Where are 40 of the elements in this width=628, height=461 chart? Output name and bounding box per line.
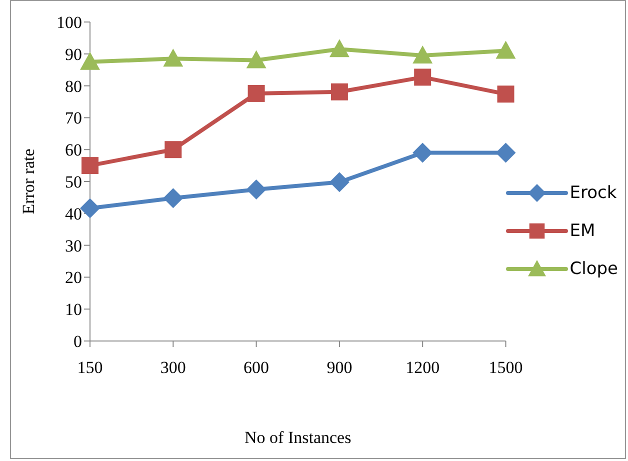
point: [163, 48, 184, 67]
point: [414, 68, 432, 86]
point: [163, 188, 184, 208]
y-tick-label: 100: [56, 13, 82, 32]
y-tick-label: 30: [65, 236, 82, 256]
y-tick-label: 40: [65, 204, 82, 224]
point: [80, 198, 100, 218]
point: [330, 83, 348, 100]
point: [164, 141, 182, 158]
x-axis-title: No of Instances: [244, 428, 352, 447]
point: [248, 84, 265, 102]
x-tick-label: 1500: [488, 358, 523, 378]
x-tick-label: 150: [77, 358, 103, 378]
point: [496, 142, 516, 163]
point: [246, 179, 266, 200]
point: [80, 52, 100, 70]
y-tick-label: 80: [65, 76, 82, 96]
y-tick-label: 90: [65, 44, 82, 64]
y-tick-label: 70: [65, 108, 82, 128]
point: [329, 172, 350, 192]
point: [496, 40, 516, 59]
x-tick-label: 600: [244, 358, 270, 378]
y-axis-title: Error rate: [19, 148, 38, 214]
point: [497, 86, 514, 103]
x-tick-label: 300: [160, 358, 186, 378]
point: [412, 45, 433, 64]
y-tick-label: 20: [65, 268, 82, 288]
y-tick-label: 60: [65, 140, 82, 160]
point: [246, 50, 266, 68]
legend-label: EM: [570, 220, 596, 240]
x-tick-label: 1200: [406, 358, 440, 378]
legend-label: Erock: [570, 182, 617, 202]
legend-label: Clope: [570, 258, 618, 278]
y-tick-label: 0: [74, 332, 82, 352]
y-tick-label: 10: [65, 300, 82, 320]
y-tick-label: 50: [65, 172, 82, 192]
point: [412, 142, 433, 163]
x-tick-label: 900: [326, 358, 352, 378]
point: [329, 39, 350, 58]
point: [82, 157, 98, 174]
